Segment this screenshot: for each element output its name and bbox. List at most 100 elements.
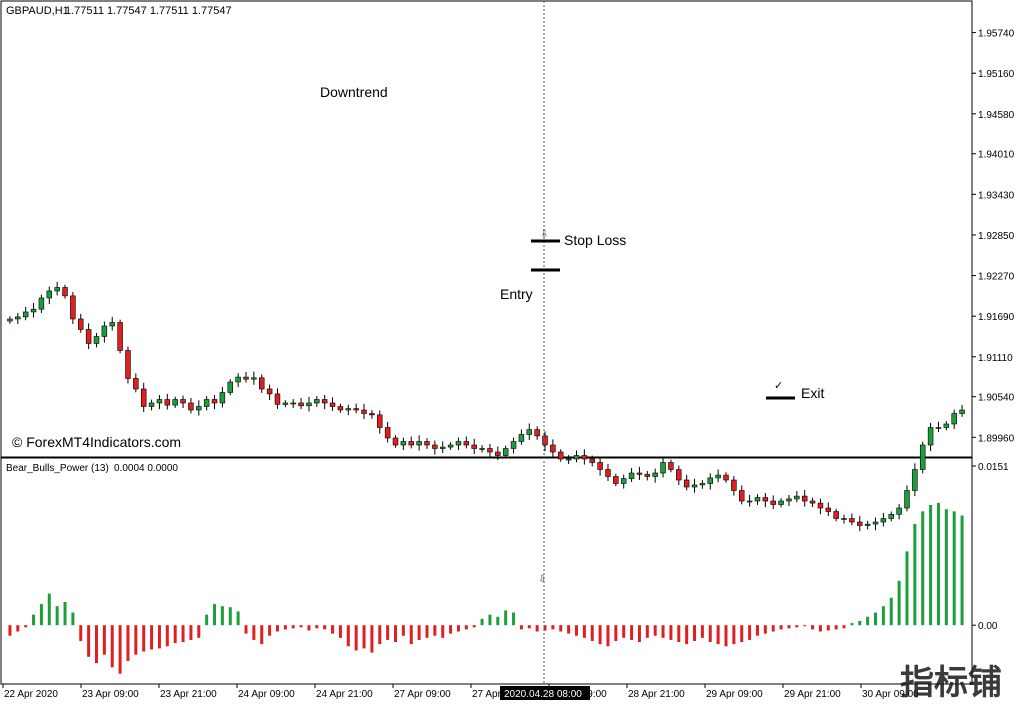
candle xyxy=(227,379,234,396)
candle-body xyxy=(809,500,816,504)
candle-body xyxy=(188,402,194,411)
price-tick-label: 1.91690 xyxy=(978,312,1015,323)
candle-body xyxy=(30,308,37,313)
candle xyxy=(518,429,525,445)
indicator-bar xyxy=(850,623,854,626)
candle-body xyxy=(282,402,289,405)
candle-body xyxy=(652,472,658,477)
candle xyxy=(109,316,115,331)
candle-body xyxy=(699,483,706,486)
candle xyxy=(164,393,171,410)
time-tick-label: 30 Apr 09:00 xyxy=(862,689,919,700)
candle xyxy=(258,374,265,393)
candle xyxy=(660,456,666,478)
checkmark-icon: ✓ xyxy=(774,380,783,392)
price-tick-label: 1.94580 xyxy=(978,110,1015,121)
candle xyxy=(369,410,375,419)
candle xyxy=(613,473,619,487)
indicator-bar xyxy=(740,625,744,643)
candle-body xyxy=(125,350,131,379)
candle xyxy=(581,449,588,465)
candle xyxy=(93,333,100,348)
price-tick-label: 1.93430 xyxy=(978,190,1015,201)
candle-body xyxy=(943,423,950,428)
candle xyxy=(282,400,289,408)
candle-body xyxy=(432,444,438,449)
candle-body xyxy=(321,399,328,404)
candle xyxy=(825,502,832,516)
candle-body xyxy=(290,402,296,405)
candle-body xyxy=(7,318,13,322)
indicator-bar xyxy=(157,625,161,649)
indicator-bar xyxy=(952,511,956,626)
candle-body xyxy=(235,376,241,383)
indicator-bar xyxy=(748,625,752,640)
candle xyxy=(38,294,45,314)
time-tick-label: 22 Apr 2020 xyxy=(4,689,58,700)
indicator-bar xyxy=(818,625,822,632)
candle xyxy=(298,397,304,410)
bear-bulls-power-histogram xyxy=(8,502,964,674)
candle xyxy=(746,494,753,507)
indicator-bar xyxy=(645,625,649,638)
indicator-bar xyxy=(913,523,917,626)
price-tick-label: 1.92850 xyxy=(978,231,1015,242)
price-tick-label: 1.90540 xyxy=(978,393,1015,404)
candle xyxy=(117,319,123,354)
candle xyxy=(707,473,714,490)
indicator-bar xyxy=(197,625,201,638)
indicator-bar xyxy=(669,625,673,640)
candle xyxy=(471,438,477,455)
candle xyxy=(329,397,336,411)
candle-body xyxy=(219,392,226,404)
candle xyxy=(872,517,879,531)
candle xyxy=(935,421,942,432)
indicator-bar xyxy=(685,625,689,645)
candle-body xyxy=(849,518,855,523)
exit-label: Exit xyxy=(801,385,824,401)
candle-body xyxy=(345,408,352,411)
candle xyxy=(54,281,60,296)
candle xyxy=(266,384,273,401)
indicator-bar xyxy=(331,625,335,634)
indicator-bar xyxy=(582,625,586,638)
candle-body xyxy=(392,437,399,446)
candle xyxy=(628,467,635,482)
price-tick-label: 1.95740 xyxy=(978,29,1015,40)
indicator-bar xyxy=(252,625,256,640)
indicator-bar xyxy=(693,625,697,641)
arrow-down-icon: ⇩ xyxy=(538,574,546,585)
candle-body xyxy=(455,441,462,446)
candle xyxy=(85,323,92,350)
candle-body xyxy=(180,399,186,404)
indicator-bar xyxy=(55,606,59,626)
indicator-title: Bear_Bulls_Power (13) xyxy=(6,463,109,474)
candle xyxy=(951,409,957,430)
main-panel-frame xyxy=(0,0,973,458)
candle-body xyxy=(605,469,611,477)
indicator-bar xyxy=(417,625,421,640)
indicator-bar xyxy=(889,597,893,626)
indicator-bar xyxy=(480,618,484,626)
candle xyxy=(644,471,651,481)
candle-body xyxy=(196,406,202,411)
candle xyxy=(384,421,391,443)
indicator-bar xyxy=(181,625,185,643)
indicator-bar xyxy=(826,625,830,631)
candle-body xyxy=(495,451,501,456)
candle-body xyxy=(754,497,761,502)
candle xyxy=(896,504,902,520)
candle-body xyxy=(864,523,871,526)
indicator-bar xyxy=(936,502,940,626)
candle xyxy=(188,397,194,414)
candle-body xyxy=(22,311,29,318)
candle xyxy=(400,437,407,451)
candle xyxy=(353,403,359,414)
candle xyxy=(392,435,399,448)
candle xyxy=(912,463,918,497)
candle-body xyxy=(85,329,92,344)
indicator-bar xyxy=(213,604,217,626)
candle xyxy=(841,514,847,524)
candle xyxy=(416,435,422,451)
candle-body xyxy=(109,322,115,327)
